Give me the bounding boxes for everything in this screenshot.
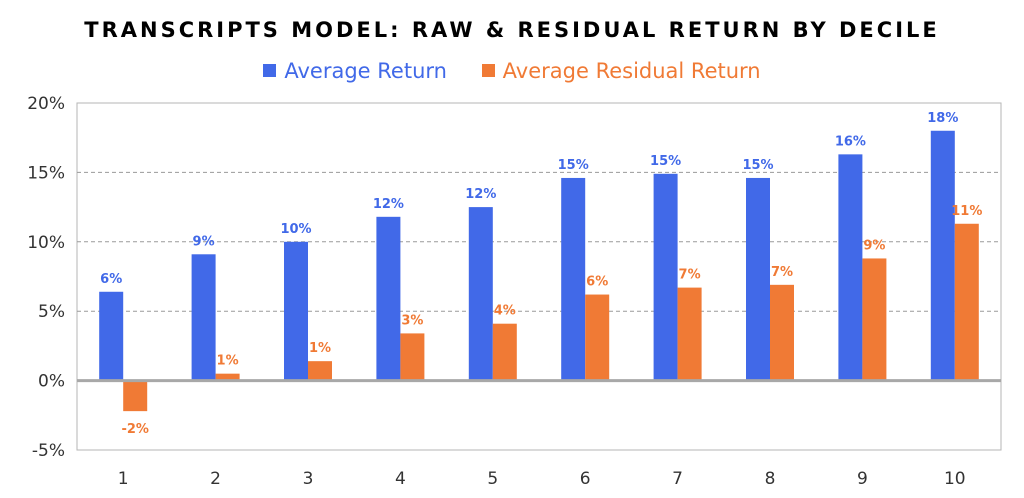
data-label: 1% [217,354,239,369]
data-label: 15% [650,154,681,169]
data-label: 15% [742,158,773,173]
bar-average-return [561,177,586,381]
bar-average-return [653,173,678,381]
legend-swatch-average-return [263,64,277,77]
data-label: 18% [927,111,958,126]
bar-average-return [99,291,124,381]
chart-title: TRANSCRIPTS MODEL: RAW & RESIDUAL RETURN… [84,18,940,42]
y-tick-label: -5% [32,441,65,461]
x-tick-label: 4 [395,469,406,489]
bar-average-residual-return [677,287,702,381]
bar-average-return [838,154,863,381]
bar-average-residual-return [770,284,794,381]
bar-average-residual-return [400,333,425,381]
legend-item-average-residual-return: Average Residual Return [481,58,761,83]
plot-border [76,102,1002,451]
y-tick-label: 5% [38,302,65,322]
data-label: 10% [280,222,311,237]
data-label: 9% [863,238,885,253]
bar-average-residual-return [954,223,979,381]
bar-average-residual-return [862,258,887,381]
bar-average-residual-return [308,361,332,381]
data-label: -2% [121,422,148,437]
data-label: 12% [465,187,496,202]
data-label: 16% [835,134,866,149]
legend-label-average-return: Average Return [284,58,447,83]
x-tick-label: 3 [303,469,314,489]
x-tick-label: 6 [580,469,591,489]
data-label: 9% [193,234,215,249]
bar-average-residual-return [123,380,148,412]
data-label: 7% [679,268,701,283]
y-tick-label: 20% [27,94,65,114]
legend-label-average-residual-return: Average Residual Return [502,58,761,83]
data-label: 15% [558,158,589,173]
y-tick-label: 15% [27,163,65,183]
y-tick-label: 0% [38,372,65,392]
data-label: 12% [373,197,404,212]
legend-item-average-return: Average Return [263,59,447,83]
data-label: 6% [586,275,608,290]
bar-average-return [746,177,770,381]
data-label: 11% [951,204,982,219]
bar-average-return [191,254,216,381]
bar-average-return [930,130,955,381]
data-label: 7% [771,265,793,280]
data-label: 6% [100,272,122,287]
data-label: 1% [309,341,331,356]
bar-average-return [468,207,493,381]
x-tick-label: 2 [210,469,221,489]
bar-average-residual-return [215,373,240,381]
bar-average-return [284,241,308,381]
y-tick-label: 10% [27,233,65,253]
data-label: 3% [401,313,423,328]
bar-average-residual-return [492,323,517,381]
x-tick-label: 1 [118,469,129,489]
bar-average-residual-return [585,294,610,381]
x-tick-label: 8 [765,469,776,489]
x-tick-label: 7 [672,469,683,489]
bar-average-return [376,216,401,381]
x-tick-label: 10 [944,469,966,489]
legend-swatch-average-residual-return [481,64,495,77]
x-tick-label: 5 [487,469,498,489]
legend: Average Return Average Residual Return [0,58,1024,83]
data-label: 4% [494,304,516,319]
x-tick-label: 9 [857,469,868,489]
